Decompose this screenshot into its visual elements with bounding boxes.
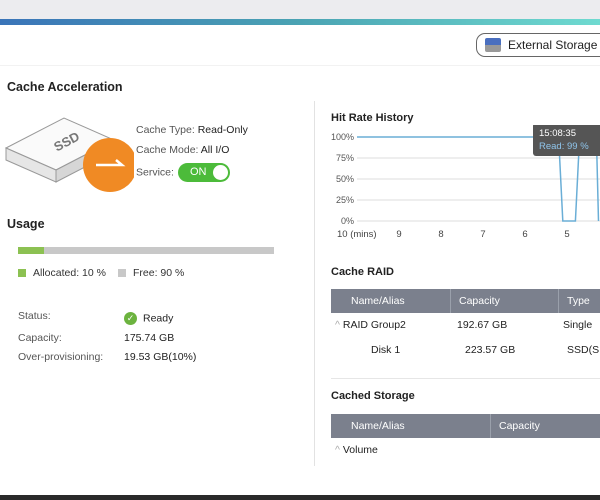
taskbar bbox=[0, 495, 600, 500]
hit-rate-chart: 100% 75% 50% 25% 0% 10 (mins) 9 8 7 6 5 15:08:35 Rea… bbox=[331, 125, 600, 240]
column-header-name[interactable]: Name/Alias bbox=[331, 414, 491, 438]
ssd-icon: SSD bbox=[4, 117, 134, 192]
column-header-capacity[interactable]: Capacity bbox=[499, 420, 540, 432]
external-storage-button[interactable]: External Storage bbox=[476, 33, 600, 57]
x-tick-label: 6 bbox=[522, 229, 527, 240]
status-value: ✓ Ready bbox=[124, 312, 173, 325]
tooltip-time: 15:08:35 bbox=[539, 128, 576, 139]
capacity-label: Capacity: bbox=[18, 332, 62, 344]
cache-raid-title: Cache RAID bbox=[331, 266, 394, 278]
external-storage-label: External Storage bbox=[508, 38, 598, 52]
service-toggle[interactable]: ON bbox=[177, 163, 230, 182]
y-tick-label: 75% bbox=[336, 153, 354, 163]
over-provisioning-value: 19.53 GB(10%) bbox=[124, 351, 197, 363]
tooltip-value: Read: 99 % bbox=[539, 141, 589, 152]
column-header-name[interactable]: Name/Alias bbox=[331, 289, 451, 313]
tooltip-box bbox=[533, 125, 600, 156]
x-tick-label: 10 (mins) bbox=[337, 229, 377, 240]
collapse-icon[interactable]: ^ bbox=[335, 444, 340, 456]
window-titlebar bbox=[0, 0, 600, 19]
cache-mode-value: All I/O bbox=[200, 144, 230, 156]
cache-mode-label: Cache Mode: bbox=[136, 144, 199, 156]
table-row[interactable]: Disk 1 223.57 GB SSD(S bbox=[371, 344, 600, 356]
cache-type-label: Cache Type: bbox=[136, 124, 195, 136]
allocated-label: Allocated: 10 % bbox=[33, 267, 106, 279]
cached-storage-title: Cached Storage bbox=[331, 390, 415, 402]
divider bbox=[0, 65, 600, 66]
usage-allocated-fill bbox=[18, 247, 44, 254]
chart-title: Hit Rate History bbox=[331, 112, 414, 124]
service-label: Service: bbox=[136, 166, 174, 179]
column-header-type[interactable]: Type bbox=[567, 295, 590, 307]
usage-bar bbox=[18, 247, 274, 254]
usage-title: Usage bbox=[7, 217, 45, 231]
y-tick-label: 100% bbox=[331, 132, 354, 142]
legend-free: Free: 90 % bbox=[118, 267, 184, 279]
legend-allocated: Allocated: 10 % bbox=[18, 267, 106, 279]
table-row[interactable]: ^ RAID Group2 192.67 GB Single bbox=[335, 319, 593, 331]
y-tick-label: 25% bbox=[336, 195, 354, 205]
cache-acceleration-title: Cache Acceleration bbox=[7, 80, 123, 94]
cache-type-value: Read-Only bbox=[197, 124, 248, 136]
x-tick-label: 8 bbox=[438, 229, 443, 240]
free-label: Free: 90 % bbox=[133, 267, 185, 279]
over-provisioning-label: Over-provisioning: bbox=[18, 351, 104, 363]
x-tick-label: 7 bbox=[480, 229, 485, 240]
accent-strip bbox=[0, 19, 600, 25]
collapse-icon[interactable]: ^ bbox=[335, 319, 340, 331]
y-tick-label: 50% bbox=[336, 174, 354, 184]
cache-raid-table: Name/Alias Capacity Type ^ RAID Group2 1… bbox=[331, 289, 600, 379]
panel-divider bbox=[314, 101, 315, 466]
y-tick-label: 0% bbox=[341, 216, 354, 226]
cached-storage-table: Name/Alias Capacity ^ Volume bbox=[331, 414, 600, 462]
column-header-capacity[interactable]: Capacity bbox=[451, 289, 559, 313]
capacity-value: 175.74 GB bbox=[124, 332, 175, 344]
check-icon: ✓ bbox=[124, 312, 137, 325]
table-row[interactable]: ^ Volume bbox=[335, 444, 378, 456]
x-tick-label: 9 bbox=[396, 229, 401, 240]
external-storage-icon bbox=[485, 38, 501, 52]
status-label: Status: bbox=[18, 310, 51, 322]
x-tick-label: 5 bbox=[564, 229, 569, 240]
